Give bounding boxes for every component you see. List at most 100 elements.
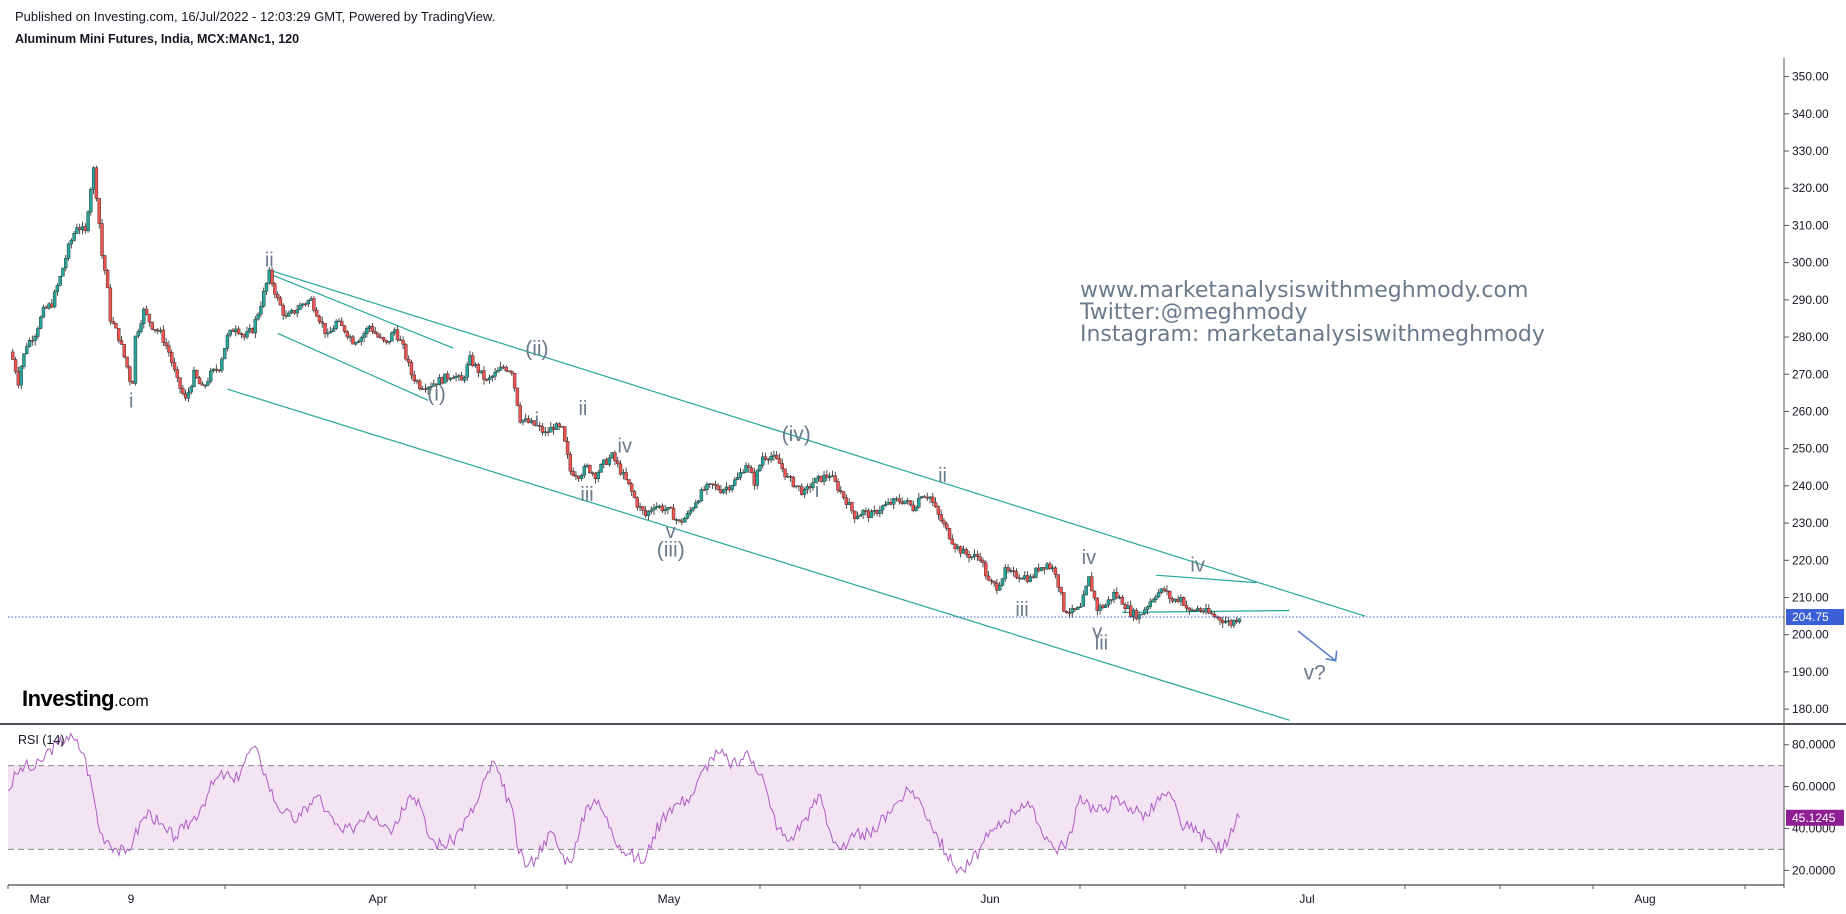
candle-body	[510, 371, 514, 374]
candle-body	[501, 366, 506, 369]
candle-body	[956, 546, 960, 549]
candle-body	[367, 325, 372, 329]
candle-body	[524, 418, 528, 421]
price-tick-label: 220.00	[1792, 553, 1829, 567]
candle-body	[571, 471, 575, 476]
candle-body	[780, 463, 784, 470]
candle-body	[627, 479, 631, 484]
candle-body	[802, 489, 807, 495]
candle-body	[133, 335, 138, 384]
rsi-tick-label: 20.0000	[1792, 863, 1836, 877]
candle-body	[897, 498, 902, 503]
candle-body	[130, 381, 135, 384]
price-tick-label: 300.00	[1792, 256, 1829, 270]
candle-body	[975, 554, 980, 557]
candle-body	[995, 582, 999, 591]
candle-body	[808, 486, 812, 489]
candle-body	[487, 377, 492, 380]
candle-body	[404, 344, 408, 360]
candle-body	[666, 506, 670, 510]
candle-body	[593, 472, 598, 479]
candle-body	[554, 423, 559, 430]
candle-body	[1232, 620, 1236, 626]
candle-body	[813, 477, 818, 483]
candle-body	[175, 369, 179, 378]
time-tick-label: Jul	[1299, 892, 1314, 906]
price-candles	[11, 165, 1242, 629]
candle-body	[351, 336, 355, 345]
wave-label: (iii)	[657, 539, 685, 562]
candle-body	[1048, 563, 1052, 569]
watermark-twitter: Twitter:@meghmody	[1080, 300, 1308, 325]
candle-body	[713, 484, 718, 486]
rsi-tick-label: 60.0000	[1792, 780, 1836, 794]
candle-body	[1117, 596, 1122, 599]
candle-body	[582, 466, 587, 476]
candle-body	[1120, 596, 1125, 605]
candle-body	[273, 283, 277, 295]
candle-body	[1098, 605, 1102, 611]
candle-body	[139, 323, 143, 332]
candle-body	[242, 334, 246, 338]
candle-body	[331, 328, 336, 332]
candle-body	[964, 549, 968, 555]
candle-body	[94, 167, 99, 199]
candle-body	[384, 339, 389, 343]
time-axis[interactable]: Mar 9 Apr May Jun Jul Aug	[7, 884, 1784, 906]
time-tick-label: Mar	[30, 892, 51, 906]
candle-body	[429, 386, 433, 388]
candle-body	[192, 370, 196, 387]
candle-body	[136, 331, 140, 337]
candle-body	[445, 373, 450, 380]
candle-body	[326, 332, 330, 335]
time-tick-label: Apr	[369, 892, 388, 906]
candle-body	[1109, 599, 1113, 601]
candle-body	[847, 502, 851, 505]
candle-body	[471, 355, 475, 366]
candle-body	[911, 504, 915, 512]
candle-body	[774, 454, 779, 459]
candle-body	[1181, 597, 1186, 606]
candle-body	[353, 342, 358, 345]
minor-upper-line	[269, 273, 454, 349]
candle-body	[599, 464, 603, 473]
candle-body	[186, 391, 191, 399]
candle-body	[454, 376, 458, 378]
candle-body	[791, 476, 796, 488]
candle-body	[680, 520, 684, 523]
price-tick-label: 190.00	[1792, 665, 1829, 679]
candle-body	[1042, 567, 1047, 570]
candle-body	[147, 313, 152, 323]
candle-body	[878, 509, 882, 514]
candle-body	[1037, 567, 1041, 571]
candle-body	[568, 454, 573, 472]
candle-body	[80, 226, 85, 230]
candle-body	[621, 472, 626, 475]
price-axis[interactable]: 180.00 190.00 200.00 210.00 220.00 230.00 240.…	[1784, 70, 1829, 717]
candle-body	[560, 426, 564, 428]
candle-body	[1193, 609, 1197, 612]
investing-logo: Investing.com	[22, 686, 149, 712]
candle-body	[1142, 609, 1147, 615]
candle-body	[763, 456, 768, 460]
candle-body	[858, 514, 863, 517]
candle-body	[1131, 609, 1136, 617]
candle-body	[11, 351, 15, 360]
price-tick-label: 260.00	[1792, 404, 1829, 418]
wave-label: iii	[1015, 599, 1028, 621]
candle-body	[504, 366, 508, 372]
candle-body	[978, 556, 982, 561]
candle-body	[1034, 567, 1038, 578]
candle-body	[30, 340, 35, 342]
candle-body	[393, 329, 397, 333]
candle-body	[1067, 612, 1072, 614]
candle-body	[83, 226, 87, 232]
candle-body	[641, 506, 645, 511]
candle-body	[1123, 604, 1127, 609]
candle-body	[142, 308, 146, 324]
candle-body	[289, 310, 294, 314]
candle-body	[1009, 570, 1013, 572]
candle-body	[75, 227, 79, 234]
